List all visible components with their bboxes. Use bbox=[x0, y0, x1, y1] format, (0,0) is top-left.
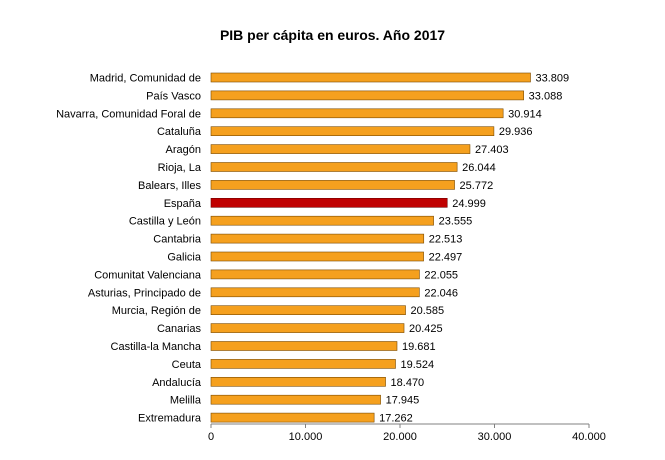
value-label-melilla: 17.945 bbox=[386, 395, 420, 407]
bar-castilla-y-leon bbox=[210, 215, 434, 226]
category-label-rioja-la: Rioja, La bbox=[158, 162, 202, 174]
value-label-rioja-la: 26.044 bbox=[462, 162, 496, 174]
category-label-pais-vasco: País Vasco bbox=[146, 90, 201, 102]
value-label-castilla-y-leon: 23.555 bbox=[439, 216, 473, 228]
bar-espana bbox=[210, 198, 448, 208]
bar-pais-vasco bbox=[210, 90, 524, 101]
bar-navarra-comunidad-foral-de bbox=[210, 108, 504, 119]
category-label-navarra-comunidad-foral-de: Navarra, Comunidad Foral de bbox=[56, 108, 201, 120]
category-label-extremadura: Extremadura bbox=[138, 413, 202, 425]
value-label-canarias: 20.425 bbox=[409, 323, 443, 335]
value-label-murcia-region-de: 20.585 bbox=[411, 305, 445, 317]
x-axis: 0 10.000 20.000 30.000 40.000 bbox=[208, 423, 606, 443]
x-tick-label: 30.000 bbox=[478, 431, 512, 443]
bar-murcia-region-de bbox=[210, 305, 406, 316]
value-label-extremadura: 17.262 bbox=[379, 413, 413, 425]
bar-ceuta bbox=[210, 359, 396, 369]
bar-comunitat-valenciana bbox=[210, 269, 420, 280]
bar-canarias bbox=[210, 323, 405, 333]
bar-melilla bbox=[210, 394, 381, 405]
x-tick-label: 10.000 bbox=[289, 431, 323, 443]
category-label-galicia: Galicia bbox=[167, 252, 202, 264]
value-label-comunitat-valenciana: 22.055 bbox=[424, 269, 458, 281]
category-label-melilla: Melilla bbox=[170, 395, 202, 407]
value-label-pais-vasco: 33.088 bbox=[529, 90, 563, 102]
value-label-balears-illes: 25.772 bbox=[460, 180, 494, 192]
x-tick-label: 40.000 bbox=[572, 431, 606, 443]
category-label-espana: España bbox=[164, 198, 202, 210]
bar-rioja-la bbox=[210, 162, 458, 172]
category-label-canarias: Canarias bbox=[157, 323, 202, 335]
category-label-comunitat-valenciana: Comunitat Valenciana bbox=[94, 269, 202, 281]
category-label-andalucia: Andalucía bbox=[152, 377, 202, 389]
category-label-madrid-comunidad-de: Madrid, Comunidad de bbox=[90, 73, 201, 85]
value-label-galicia: 22.497 bbox=[429, 252, 463, 264]
category-label-murcia-region-de: Murcia, Región de bbox=[112, 305, 201, 317]
category-label-asturias-principado-de: Asturias, Principado de bbox=[88, 287, 201, 299]
category-label-castilla-la-mancha: Castilla-la Mancha bbox=[111, 341, 202, 353]
value-label-cataluna: 29.936 bbox=[499, 126, 533, 138]
value-label-ceuta: 19.524 bbox=[401, 359, 435, 371]
x-tick-label: 0 bbox=[208, 431, 214, 443]
category-label-cataluna: Cataluña bbox=[157, 126, 202, 138]
value-label-madrid-comunidad-de: 33.809 bbox=[536, 73, 570, 85]
value-label-asturias-principado-de: 22.046 bbox=[424, 287, 458, 299]
value-label-navarra-comunidad-foral-de: 30.914 bbox=[508, 108, 542, 120]
category-label-balears-illes: Balears, Illes bbox=[138, 180, 201, 192]
bar-cantabria bbox=[210, 233, 425, 244]
x-tick-label: 20.000 bbox=[383, 431, 417, 443]
bar-galicia bbox=[210, 251, 424, 262]
bars-group bbox=[210, 72, 531, 423]
value-label-cantabria: 22.513 bbox=[429, 234, 463, 246]
category-labels: Madrid, Comunidad de País Vasco Navarra, C… bbox=[56, 73, 202, 425]
bar-madrid-comunidad-de bbox=[210, 72, 531, 83]
chart-title: PIB per cápita en euros. Año 2017 bbox=[219, 27, 446, 43]
value-label-andalucia: 18.470 bbox=[391, 377, 425, 389]
bar-extremadura bbox=[210, 412, 375, 423]
bar-aragon bbox=[210, 144, 471, 154]
value-label-espana: 24.999 bbox=[452, 198, 486, 210]
value-label-castilla-la-mancha: 19.681 bbox=[402, 341, 436, 353]
bar-asturias-principado-de bbox=[210, 287, 420, 298]
category-label-aragon: Aragón bbox=[166, 144, 201, 156]
value-labels: 33.809 33.088 30.914 29.936 27.403 26.044 25.7… bbox=[379, 73, 569, 425]
bar-andalucia bbox=[210, 376, 386, 387]
bar-cataluna bbox=[210, 126, 495, 136]
bar-balears-illes bbox=[210, 180, 455, 190]
category-label-castilla-y-leon: Castilla y León bbox=[129, 216, 201, 228]
category-label-cantabria: Cantabria bbox=[153, 234, 202, 246]
bar-castilla-la-mancha bbox=[210, 341, 398, 351]
category-label-ceuta: Ceuta bbox=[172, 359, 202, 371]
value-label-aragon: 27.403 bbox=[475, 144, 509, 156]
